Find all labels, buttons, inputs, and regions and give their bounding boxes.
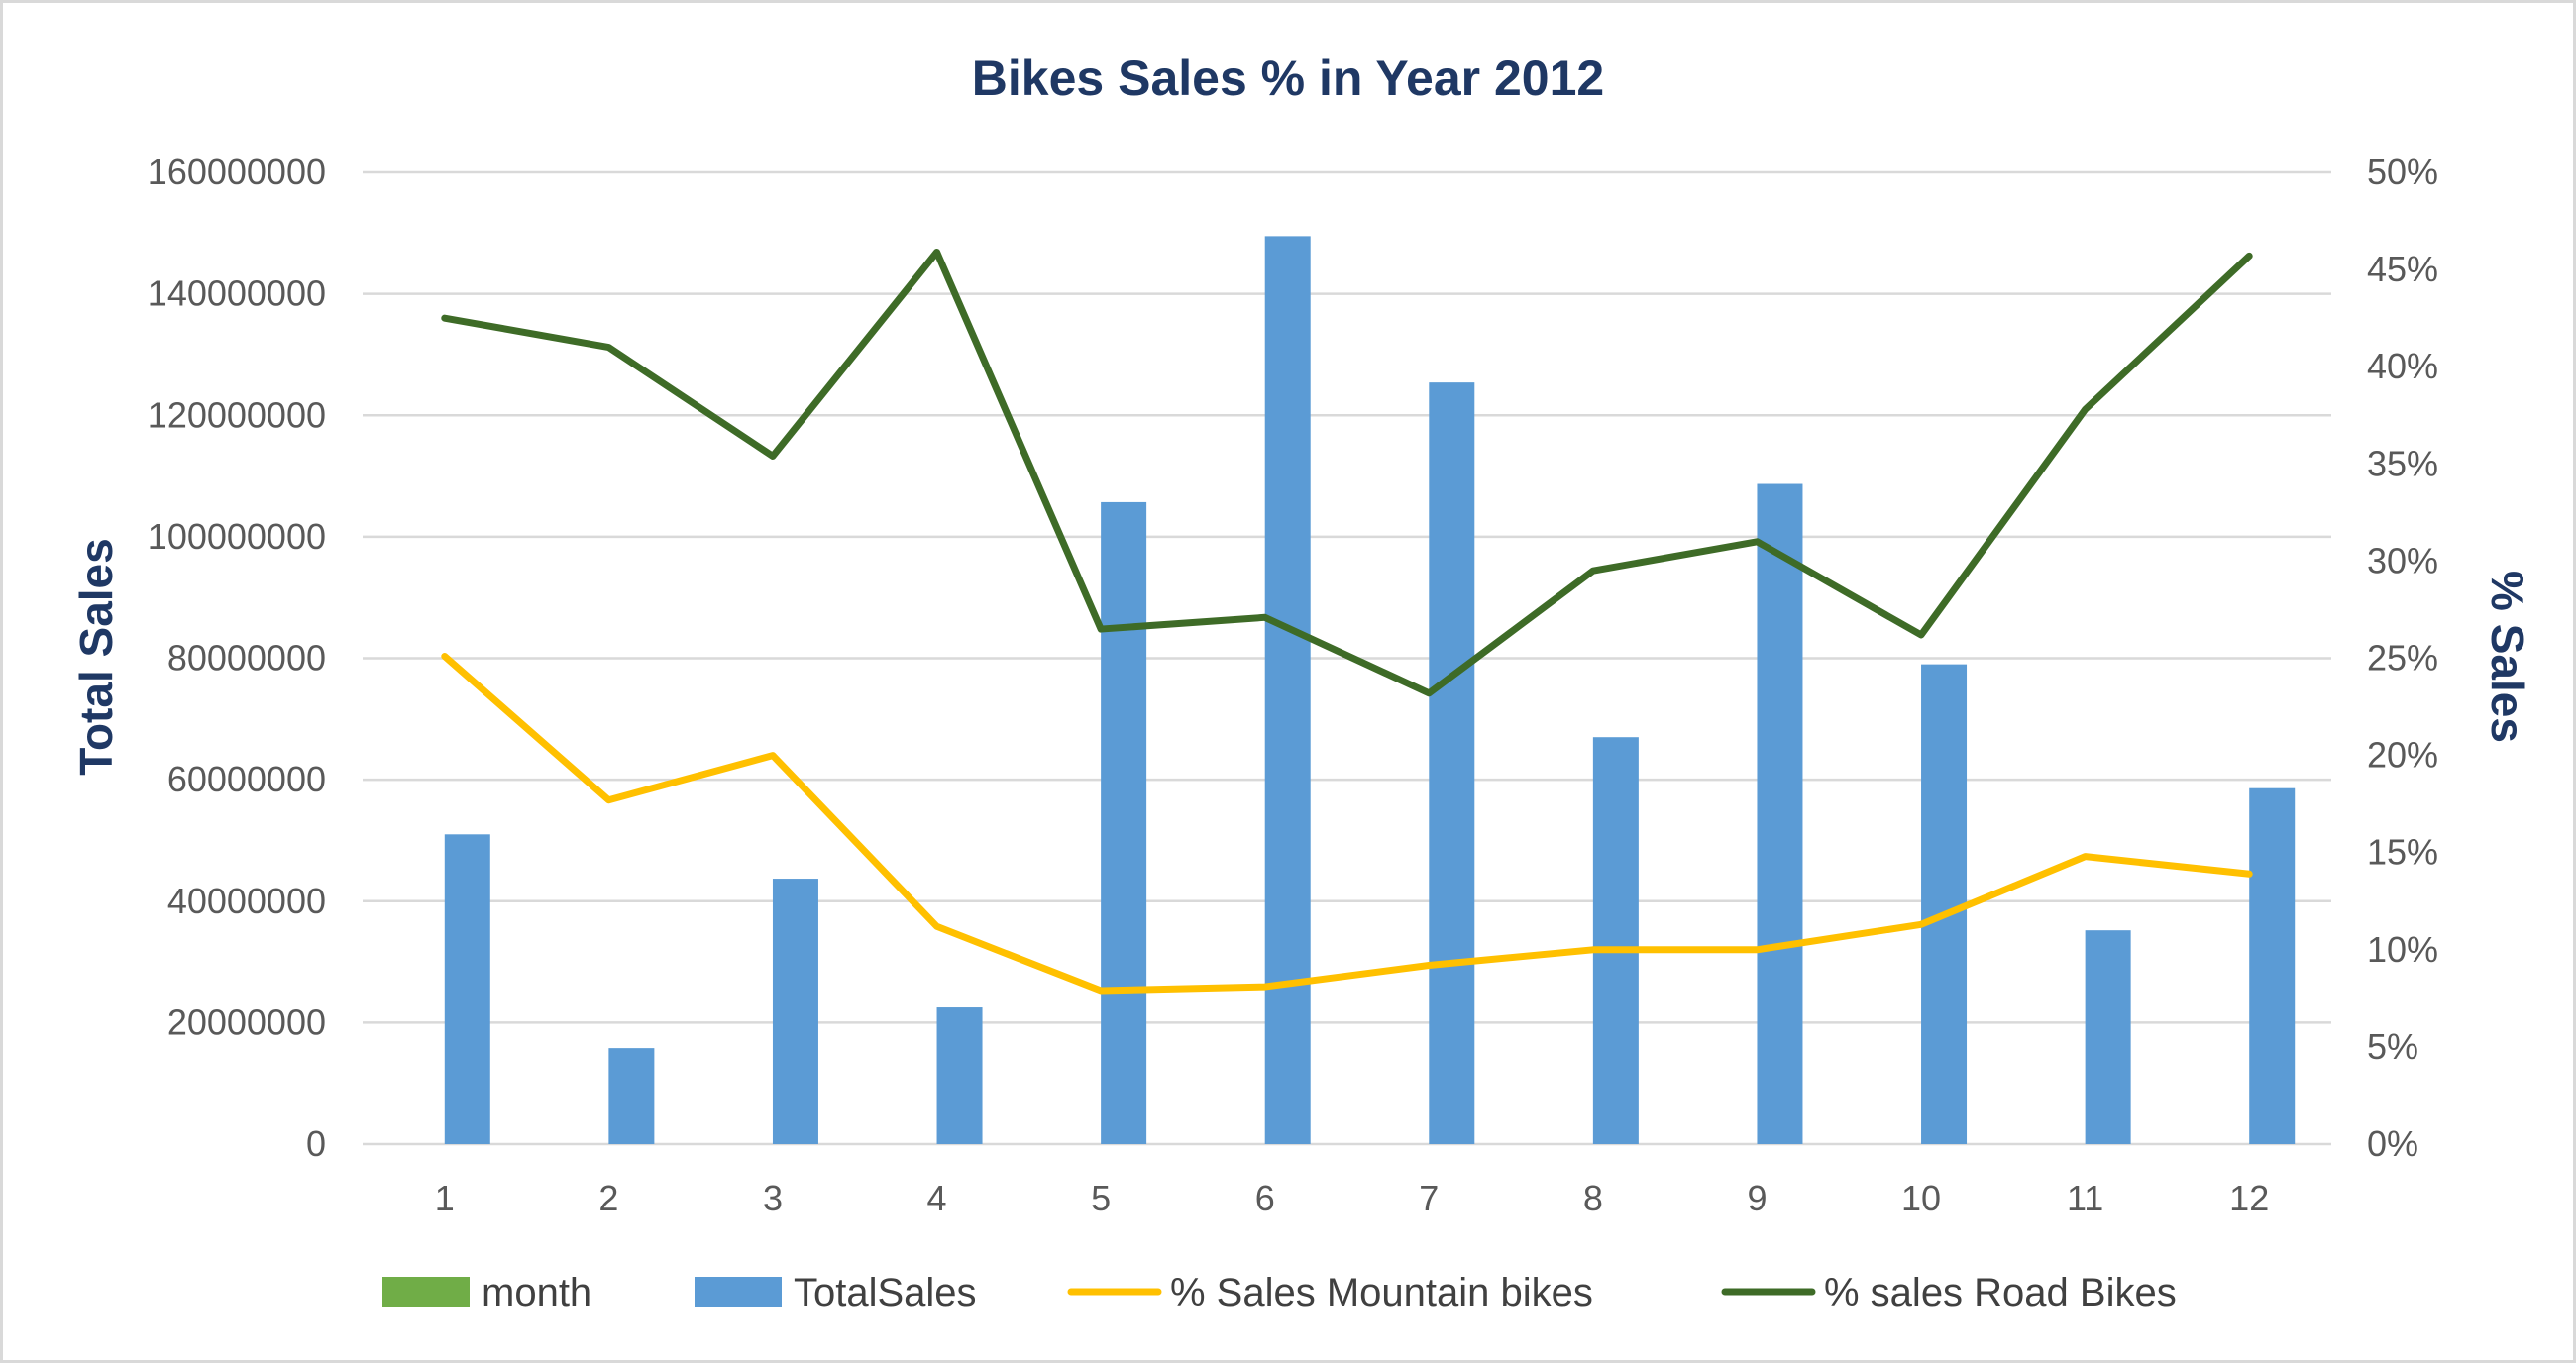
bar-totalsales-6	[1264, 236, 1311, 1145]
x-tick-label: 8	[1583, 1178, 1603, 1218]
x-axis-ticks: 1 2 3 4 5 6 7 8 9 10 11 12	[435, 1178, 2269, 1218]
y2-tick-label: 0%	[2367, 1123, 2418, 1164]
y-tick-label: 20000000	[167, 1001, 326, 1042]
bar-totalsales-11	[2085, 930, 2131, 1144]
legend-label: month	[482, 1271, 591, 1314]
y2-tick-label: 10%	[2367, 929, 2438, 970]
y2-tick-label: 25%	[2367, 638, 2438, 679]
line--sales-road-bikes	[441, 248, 2253, 697]
x-tick-label: 1	[435, 1178, 455, 1218]
y-axis-ticks: 0 20000000 40000000 60000000 80000000 1000000…	[148, 152, 326, 1164]
y2-tick-label: 30%	[2367, 540, 2438, 580]
legend-item: % sales Road Bikes	[1721, 1271, 2177, 1314]
legend-label: % Sales Mountain bikes	[1170, 1271, 1593, 1314]
bar-totalsales-4	[936, 1007, 983, 1144]
line--sales-mountain-bikes	[441, 653, 2253, 995]
y-tick-label: 0	[306, 1123, 326, 1164]
y2-tick-label: 40%	[2367, 346, 2438, 386]
y-tick-label: 140000000	[148, 273, 326, 314]
x-tick-label: 4	[927, 1178, 947, 1218]
bar-totalsales-3	[772, 879, 818, 1144]
x-tick-label: 5	[1091, 1178, 1111, 1218]
y2-tick-label: 50%	[2367, 152, 2438, 192]
x-tick-label: 3	[763, 1178, 783, 1218]
y2-tick-label: 35%	[2367, 443, 2438, 483]
bar-totalsales-2	[608, 1048, 655, 1144]
legend-item: month	[382, 1271, 591, 1314]
y2-tick-label: 15%	[2367, 832, 2438, 873]
y-tick-label: 160000000	[148, 152, 326, 192]
x-tick-label: 7	[1419, 1178, 1439, 1218]
legend-item: % Sales Mountain bikes	[1067, 1271, 1593, 1314]
x-tick-label: 6	[1255, 1178, 1275, 1218]
bar-series	[444, 236, 2296, 1145]
bar-totalsales-5	[1101, 501, 1147, 1144]
x-tick-label: 9	[1747, 1178, 1767, 1218]
y-tick-label: 80000000	[167, 638, 326, 679]
y2-axis-title: % Sales	[2482, 571, 2533, 743]
x-tick-label: 2	[598, 1178, 618, 1218]
bar-totalsales-8	[1592, 737, 1639, 1144]
combo-chart: Bikes Sales % in Year 2012 Total Sales %…	[70, 51, 2533, 1314]
y2-tick-label: 5%	[2367, 1026, 2418, 1067]
bar-totalsales-10	[1921, 664, 1968, 1144]
legend-item: TotalSales	[695, 1271, 977, 1314]
bar-totalsales-1	[444, 834, 490, 1144]
legend-swatch	[695, 1277, 782, 1307]
y-tick-label: 100000000	[148, 516, 326, 557]
x-tick-label: 10	[1901, 1178, 1941, 1218]
legend: month TotalSales % Sales Mountain bikes % s…	[382, 1271, 2177, 1314]
legend-label: % sales Road Bikes	[1824, 1271, 2177, 1314]
y-tick-label: 60000000	[167, 759, 326, 799]
y2-tick-label: 45%	[2367, 249, 2438, 289]
y2-axis-ticks: 0% 5% 10% 15% 20% 25% 30% 35% 40% 45% 50%	[2367, 152, 2438, 1164]
chart-title: Bikes Sales % in Year 2012	[972, 51, 1604, 106]
y-tick-label: 40000000	[167, 881, 326, 921]
bar-totalsales-9	[1757, 483, 1803, 1145]
line-series	[441, 248, 2253, 995]
y2-tick-label: 20%	[2367, 735, 2438, 776]
legend-label: TotalSales	[794, 1271, 977, 1314]
x-tick-label: 11	[2067, 1178, 2103, 1218]
y-axis-title: Total Sales	[70, 538, 122, 775]
x-tick-label: 12	[2229, 1178, 2269, 1218]
bar-totalsales-12	[2249, 787, 2296, 1144]
legend-swatch	[382, 1277, 470, 1307]
y-tick-label: 120000000	[148, 394, 326, 435]
bar-totalsales-7	[1429, 382, 1475, 1144]
